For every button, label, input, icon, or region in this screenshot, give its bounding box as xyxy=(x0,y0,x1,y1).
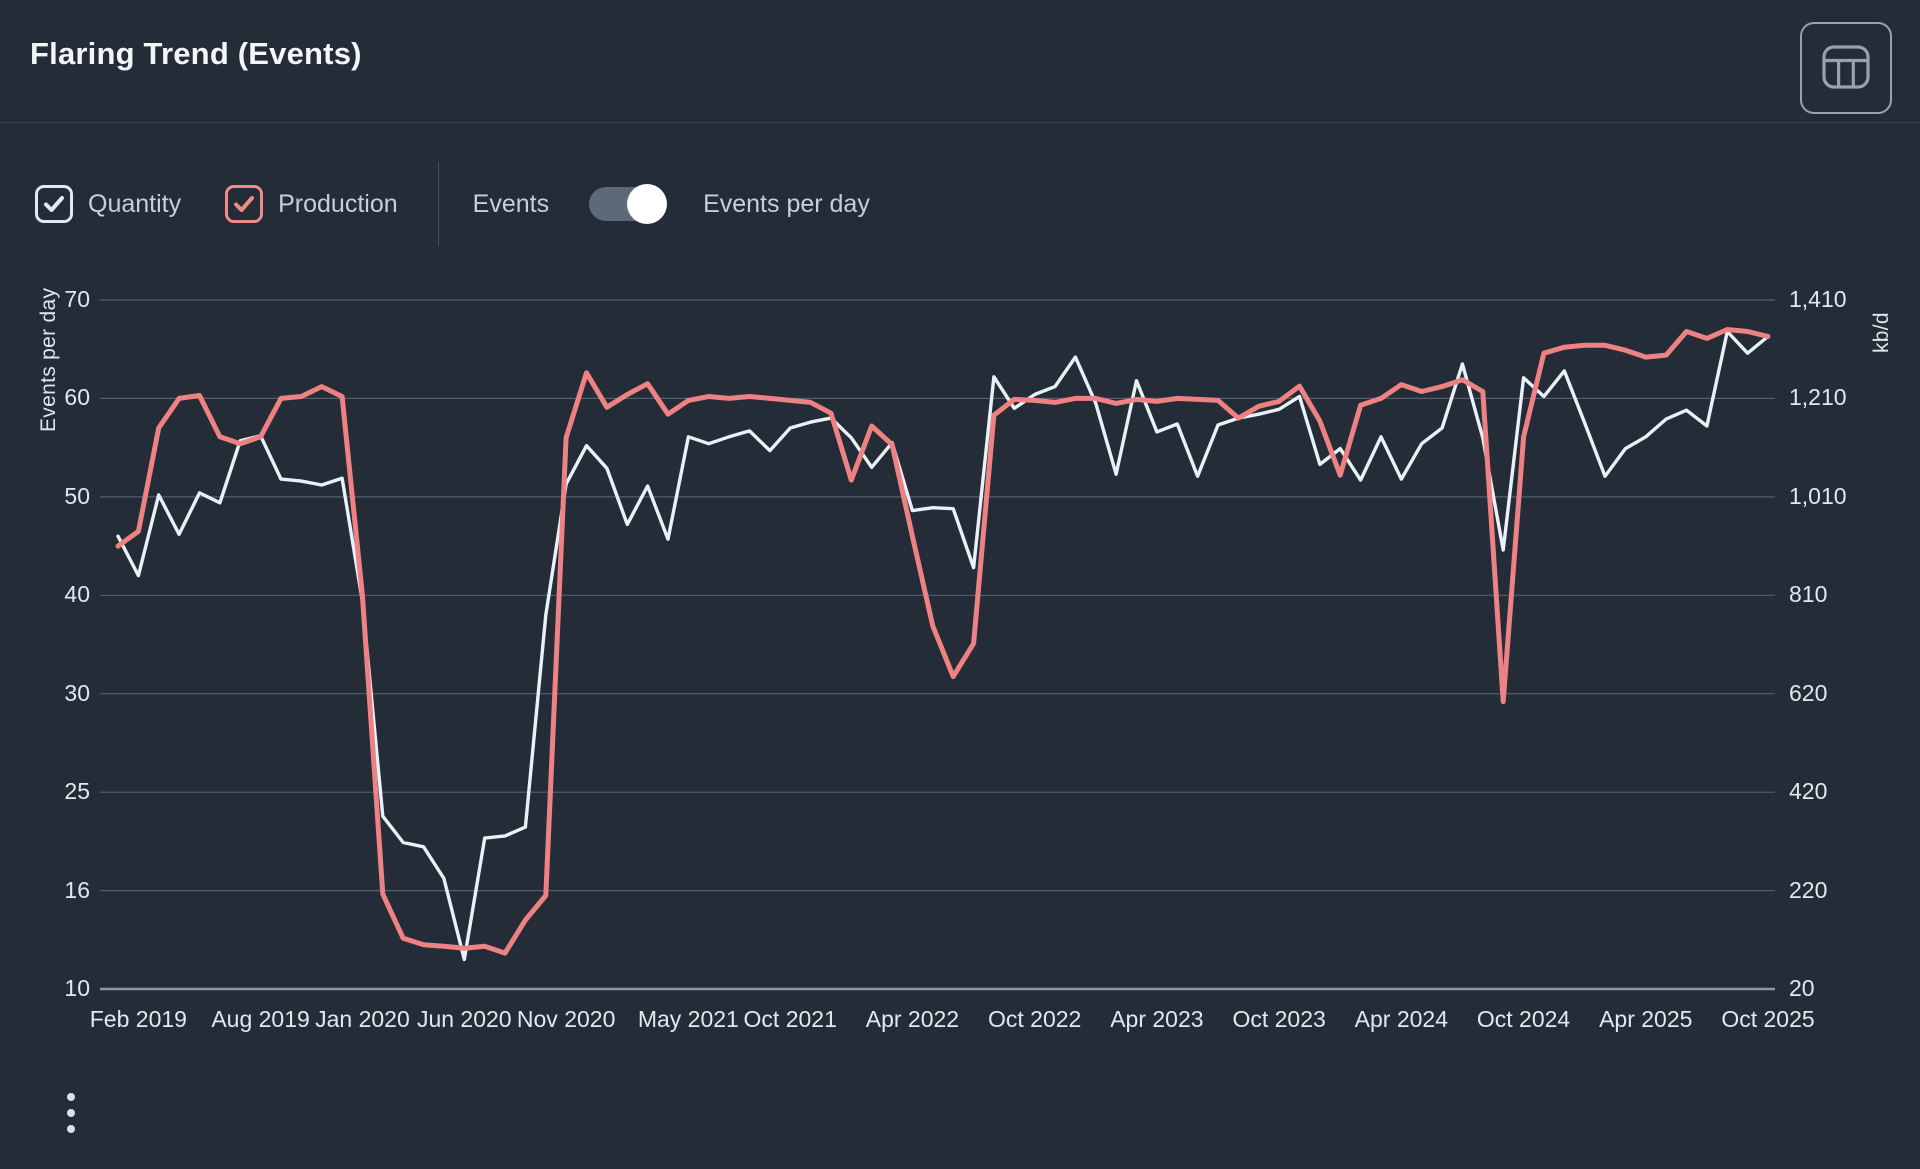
events-toggle-right-label: Events per day xyxy=(703,189,870,218)
events-per-day-toggle[interactable] xyxy=(589,184,668,224)
more-options-button[interactable] xyxy=(56,1086,86,1140)
left-axis-tick-label: 30 xyxy=(64,679,90,706)
x-axis-tick-label: Oct 2022 xyxy=(987,1006,1082,1032)
x-axis-tick-label: Apr 2022 xyxy=(865,1006,960,1032)
quantity-line xyxy=(116,329,1770,962)
x-axis-tick-label: Apr 2023 xyxy=(1110,1006,1204,1032)
controls-separator xyxy=(437,162,439,246)
page-title: Flaring Trend (Events) xyxy=(30,36,362,71)
quantity-checkbox[interactable]: Quantity xyxy=(35,185,181,223)
production-label: Production xyxy=(278,189,398,218)
right-axis-tick-label: 20 xyxy=(1789,975,1815,1001)
production-checkbox[interactable]: Production xyxy=(225,185,398,223)
x-axis-tick-label: Oct 2021 xyxy=(743,1006,837,1032)
kebab-icon xyxy=(67,1093,75,1101)
production-line xyxy=(115,327,1771,956)
check-icon xyxy=(44,196,64,212)
left-axis-tick-label: 70 xyxy=(64,286,90,312)
right-axis-tick-label: 1,010 xyxy=(1789,482,1847,509)
x-axis-tick-label: Jan 2020 xyxy=(315,1006,410,1032)
right-axis-title: kb/d xyxy=(1870,312,1893,353)
x-axis-tick-label: Apr 2025 xyxy=(1599,1006,1693,1032)
events-toggle-left-label: Events xyxy=(472,189,550,218)
x-axis-tick-label: Oct 2023 xyxy=(1232,1006,1326,1032)
x-axis-tick-label: Feb 2019 xyxy=(89,1006,187,1032)
x-axis-tick-label: Oct 2025 xyxy=(1721,1006,1815,1032)
x-axis-tick-label: Nov 2020 xyxy=(516,1006,616,1032)
right-axis-tick-label: 1,410 xyxy=(1789,286,1847,312)
x-axis-tick-label: May 2021 xyxy=(637,1006,739,1032)
left-axis-tick-label: 60 xyxy=(64,384,90,411)
table-view-button[interactable] xyxy=(1800,22,1892,114)
right-axis-tick-label: 810 xyxy=(1789,581,1828,608)
quantity-checkbox-box xyxy=(35,185,73,223)
right-axis-tick-label: 620 xyxy=(1789,679,1828,706)
table-grid-icon xyxy=(1821,44,1871,93)
left-axis-tick-label: 10 xyxy=(64,975,90,1001)
right-axis-tick-label: 420 xyxy=(1789,778,1828,805)
quantity-label: Quantity xyxy=(88,189,182,218)
left-axis-tick-label: 25 xyxy=(64,778,90,805)
right-axis-tick-label: 220 xyxy=(1789,876,1828,903)
x-axis-tick-label: Oct 2024 xyxy=(1476,1006,1571,1032)
x-axis-tick-label: Apr 2024 xyxy=(1354,1006,1448,1032)
left-axis-tick-label: 40 xyxy=(64,581,90,608)
x-axis-tick-label: Jun 2020 xyxy=(416,1006,512,1032)
check-icon xyxy=(234,196,255,212)
right-axis-tick-label: 1,210 xyxy=(1789,384,1847,411)
toggle-knob xyxy=(627,184,668,224)
x-axis-tick-label: Aug 2019 xyxy=(211,1006,310,1032)
legend-controls: Quantity Production Events Events per da… xyxy=(35,160,870,248)
header-divider xyxy=(0,122,1920,123)
production-checkbox-box xyxy=(225,185,264,223)
left-axis-tick-label: 50 xyxy=(64,482,90,509)
left-axis-tick-label: 16 xyxy=(64,876,90,903)
